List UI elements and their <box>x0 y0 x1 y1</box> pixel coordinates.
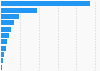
Bar <box>1 52 4 57</box>
Bar <box>1 46 6 51</box>
Bar <box>1 58 3 63</box>
Bar <box>1 39 7 44</box>
Bar <box>1 8 37 13</box>
Bar <box>1 1 90 6</box>
Bar <box>1 20 14 25</box>
Bar <box>1 27 11 32</box>
Bar <box>1 65 2 70</box>
Bar <box>1 33 9 38</box>
Bar <box>1 14 19 19</box>
